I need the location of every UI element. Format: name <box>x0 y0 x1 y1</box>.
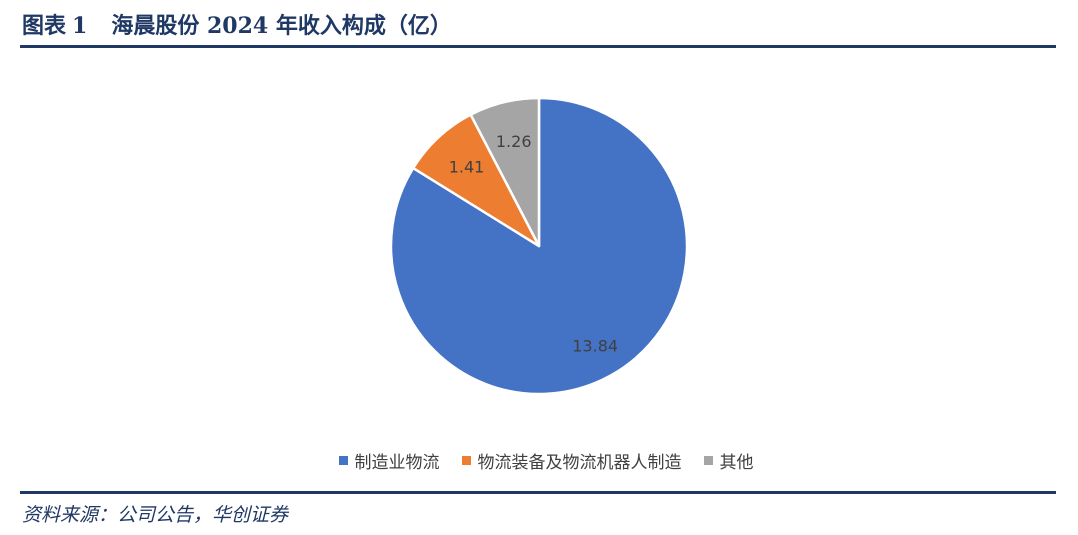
legend-swatch <box>461 455 471 465</box>
figure-number: 1 <box>72 13 88 39</box>
legend-swatch <box>338 455 348 465</box>
pie-slice-other <box>469 96 541 248</box>
data-label-manufacturing-logistics: 13.84 <box>572 336 618 355</box>
legend-item-logistics-equipment-robotics: 物流装备及物流机器人制造 <box>461 448 682 473</box>
legend-label: 其他 <box>719 452 754 473</box>
pie-slices <box>389 96 689 396</box>
legend-swatch <box>703 455 713 465</box>
legend-item-other: 其他 <box>703 448 754 473</box>
top-divider <box>20 45 1056 48</box>
pie-data-labels: 13.84 1.41 1.26 <box>449 132 618 355</box>
bottom-divider <box>20 491 1056 494</box>
chart-title: 海晨股份 2024 年收入构成（亿） <box>111 13 452 39</box>
source-note: 资料来源：公司公告，华创证券 <box>22 504 289 526</box>
chart-legend: 制造业物流 物流装备及物流机器人制造 其他 <box>0 447 1078 473</box>
figure-label: 图表 <box>22 13 67 39</box>
figure-title: 图表 1 海晨股份 2024 年收入构成（亿） <box>22 9 452 43</box>
legend-label: 制造业物流 <box>354 452 440 473</box>
data-label-other: 1.26 <box>496 132 532 151</box>
data-label-logistics-equipment-robotics: 1.41 <box>449 157 485 176</box>
legend-item-manufacturing-logistics: 制造业物流 <box>338 448 440 473</box>
legend-label: 物流装备及物流机器人制造 <box>477 452 682 473</box>
